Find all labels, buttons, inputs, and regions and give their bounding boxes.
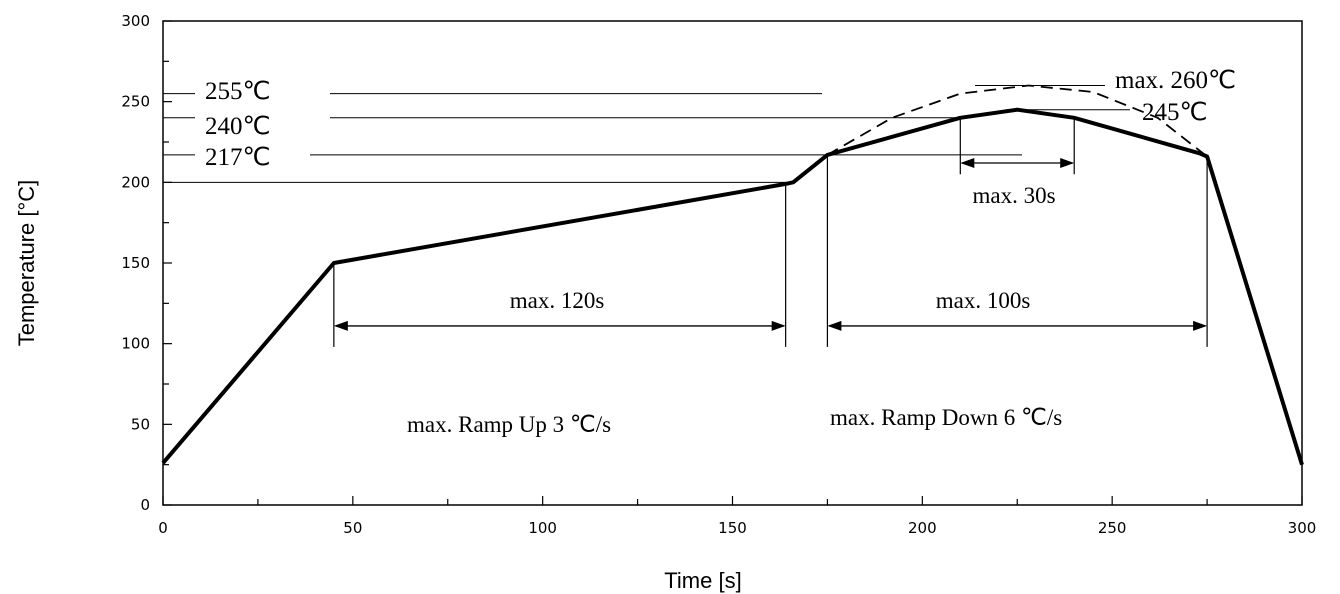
y-axis-title: Temperature [°C] [14,180,39,347]
x-tick-label: 150 [718,519,747,537]
x-tick-label: 250 [1098,519,1127,537]
ref-label-217: 217℃ [205,144,271,171]
x-tick-label: 300 [1288,519,1317,537]
label-max-30s: max. 30s [972,183,1055,208]
y-tick-labels: 0 50 100 150 200 250 300 [121,12,150,514]
ref-label-255: 255℃ [205,78,271,105]
ref-label-240: 240℃ [205,113,271,140]
ref-label-245: 245℃ [1142,99,1208,126]
label-max-120s: max. 120s [510,288,605,313]
y-tick-label: 200 [121,173,150,191]
label-ramp-up: max. Ramp Up 3 ℃/s [407,412,611,437]
y-tick-label: 0 [140,496,150,514]
arrow-max-30s [960,157,1075,168]
y-tick-label: 250 [121,93,150,111]
arrow-max-100s [827,320,1208,331]
y-tick-label: 50 [131,415,150,433]
axis-ticks [162,20,1303,506]
x-tick-label: 0 [158,519,168,537]
label-ramp-down: max. Ramp Down 6 ℃/s [830,405,1062,430]
series-line-solid [161,107,1304,466]
x-tick-label: 200 [908,519,937,537]
duration-markers [333,117,1208,347]
y-tick-label: 150 [121,254,150,272]
x-axis-title: Time [s] [664,568,741,593]
y-tick-label: 300 [121,12,150,30]
y-tick-label: 100 [121,335,150,353]
arrow-max-120s [333,320,786,331]
label-max-100s: max. 100s [936,288,1031,313]
x-tick-label: 100 [528,519,557,537]
series-line-dashed [826,84,1208,158]
data-series [161,84,1304,466]
x-tick-labels: 0 50 100 150 200 250 300 [158,519,1316,537]
reference-lines [163,85,1130,183]
x-tick-label: 50 [343,519,362,537]
ref-label-max-260: max. 260℃ [1115,67,1236,94]
